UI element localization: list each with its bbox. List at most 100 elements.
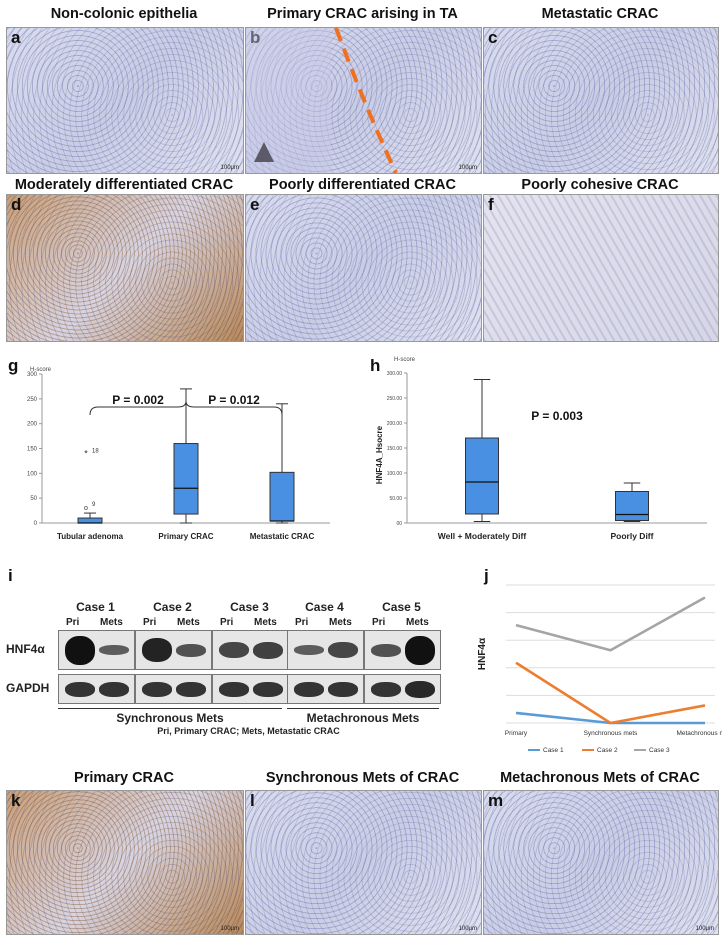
y-tick-label: 300.00 (387, 371, 403, 377)
panel-c-letter: c (488, 28, 498, 47)
panel-k-micrograph: k 100μm (6, 790, 244, 935)
band-hnf4a-pri (371, 644, 401, 657)
row-label-hnf4a: HNF4α (6, 642, 45, 656)
y-axis-label: HNF4A_Hsocre (375, 425, 384, 484)
y-tick-label: 0 (34, 521, 38, 527)
y-tick-label: 300 (27, 372, 38, 378)
band-gapdh-pri (294, 682, 324, 697)
tumor-boundary-dashed-line (334, 28, 398, 173)
case-label-1: Case 1 (76, 600, 115, 614)
band-gapdh-mets (328, 682, 358, 697)
series-line (515, 661, 706, 725)
panel-h-letter: h (370, 356, 381, 375)
category-label: Poorly Diff (611, 531, 654, 541)
metachronous-group-line (287, 708, 439, 709)
category-label: Primary CRAC (158, 532, 213, 541)
blot-gapdh-case-2 (135, 674, 212, 704)
blot-gapdh-case-5 (364, 674, 441, 704)
y-tick-label: 150 (27, 447, 38, 453)
panel-a-letter: a (11, 28, 21, 47)
panel-m-micrograph: m 100μm (483, 790, 719, 935)
band-gapdh-mets (405, 681, 435, 698)
panel-m-scale-label: 100μm (695, 926, 714, 932)
band-gapdh-pri (371, 682, 401, 697)
lane-label-pri: Pri (220, 617, 234, 628)
legend-label: Case 3 (649, 747, 670, 754)
lane-label-pri: Pri (372, 617, 386, 628)
panel-b-overlay (246, 28, 398, 173)
outlier-marker: * (84, 448, 88, 458)
category-label: Tubular adenoma (57, 532, 124, 541)
lane-label-mets: Mets (406, 617, 429, 628)
band-hnf4a-mets (99, 645, 129, 655)
blot-hnf4a-case-1 (58, 630, 135, 670)
panel-g-boxplot: H-score 0 50 100 150 200 250 300 Tubular adenoma… (27, 367, 330, 541)
outlier-label: 18 (92, 448, 99, 454)
box (77, 517, 103, 524)
band-gapdh-pri (219, 682, 249, 697)
p-value-annotation: P = 0.002 (112, 393, 164, 407)
case-label-4: Case 4 (305, 600, 344, 614)
group-label-metachronous: Metachronous Mets (306, 711, 420, 725)
band-gapdh-pri (65, 682, 95, 697)
panel-d-micrograph: d (6, 194, 244, 342)
panel-g-letter: g (8, 356, 19, 375)
panel-j-letter: j (484, 566, 489, 585)
legend-label: Case 1 (543, 747, 564, 754)
panel-c-title: Metastatic CRAC (541, 6, 659, 22)
lane-label-pri: Pri (66, 617, 80, 628)
panel-f-title: Poorly cohesive CRAC (521, 177, 679, 193)
legend-label: Case 2 (597, 747, 618, 754)
y-tick-label: 100.00 (387, 471, 403, 477)
band-hnf4a-pri (65, 636, 95, 665)
lane-label-pri: Pri (143, 617, 157, 628)
panel-k-title: Primary CRAC (74, 770, 174, 786)
blot-hnf4a-case-4 (287, 630, 364, 670)
blot-hnf4a-case-2 (135, 630, 212, 670)
band-hnf4a-pri (219, 642, 249, 658)
panel-d-letter: d (11, 195, 22, 214)
case-label-2: Case 2 (153, 600, 192, 614)
row-label-gapdh: GAPDH (6, 681, 50, 695)
category-label: Metastatic CRAC (250, 532, 315, 541)
panel-e-letter: e (250, 195, 260, 214)
y-tick-label: 00 (396, 521, 402, 527)
lane-label-mets: Mets (329, 617, 352, 628)
band-gapdh-pri (142, 682, 172, 697)
lane-label-pri: Pri (295, 617, 309, 628)
lane-label-mets: Mets (254, 617, 277, 628)
category-label: Well + Moderately Diff (438, 531, 527, 541)
case-label-3: Case 3 (230, 600, 269, 614)
band-gapdh-mets (176, 682, 206, 697)
y-tick-label: 150.00 (387, 446, 403, 452)
y-tick-label: 100 (27, 471, 38, 477)
panel-l-micrograph: l 100μm (245, 790, 482, 935)
panel-h-boxplot: H-score HNF4A_Hsocre 00 50.00 100.00 150.00 20… (375, 357, 707, 541)
x-tick-label: Synchronous mets (584, 730, 639, 737)
panel-f-micrograph: f (483, 194, 719, 342)
blot-gapdh-case-1 (58, 674, 135, 704)
box (615, 491, 649, 521)
band-hnf4a-pri (294, 645, 324, 655)
band-hnf4a-pri (142, 638, 172, 662)
y-tick-label: 50 (30, 496, 37, 502)
panel-a-scale-label: 100μm (220, 165, 239, 171)
outlier-label: 9 (92, 502, 96, 508)
panel-l-letter: l (250, 791, 255, 810)
arrowhead-marker-icon (254, 142, 274, 162)
p-value-annotation: P = 0.003 (531, 409, 583, 423)
band-hnf4a-mets (405, 636, 435, 665)
panel-a-micrograph: a 100μm (6, 27, 244, 174)
box (465, 437, 499, 515)
series-line (515, 596, 706, 652)
panel-b-scale-label: 100μm (458, 165, 477, 171)
significance-bracket (89, 400, 283, 416)
panel-k-scale-label: 100μm (220, 926, 239, 932)
case-label-5: Case 5 (382, 600, 421, 614)
panel-l-scale-label: 100μm (458, 926, 477, 932)
band-gapdh-mets (99, 682, 129, 697)
panel-i-letter: i (8, 566, 13, 585)
y-axis-top-label: H-score (394, 357, 416, 363)
panel-l-title: Synchronous Mets of CRAC (265, 770, 460, 786)
panel-e-micrograph: e (245, 194, 482, 342)
